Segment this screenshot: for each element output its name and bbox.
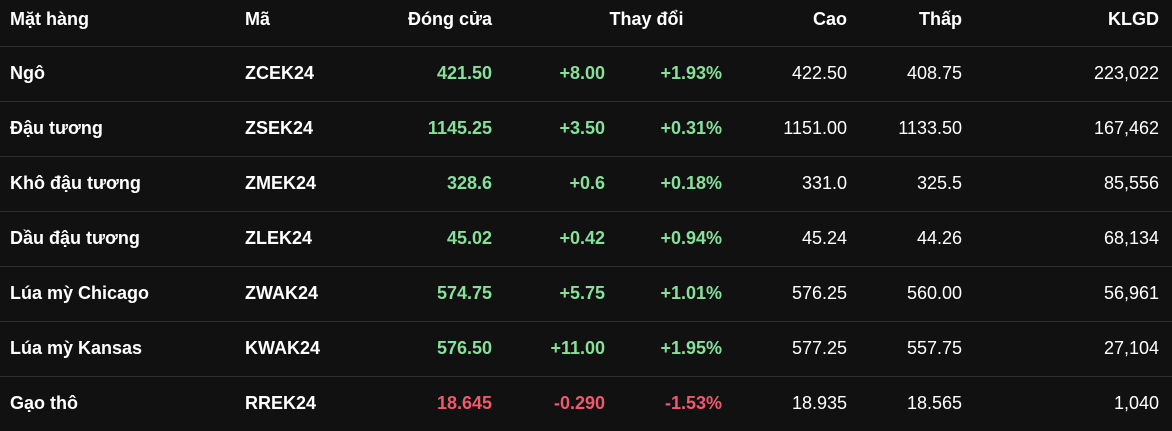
high-price: 577.25 [740,321,856,377]
close-price: 45.02 [370,211,498,267]
high-price: 422.50 [740,46,856,102]
commodity-code: RREK24 [245,393,317,414]
low-price: 408.75 [855,46,971,102]
close-price: 576.50 [370,321,498,377]
price-change: +3.50 [498,101,613,157]
trade-volume: 223,022 [970,46,1172,102]
high-price: 18.935 [791,393,848,414]
trade-volume: 167,462 [970,101,1172,157]
commodity-code: ZWAK24 [240,266,370,322]
percent-change: +1.01% [613,266,741,322]
header-row: Mặt hàng Mã Đóng cửa Thay đổi Cao Thấp K… [0,0,1172,47]
high-price: 45.24 [740,211,856,267]
price-change: +8.00 [498,46,613,102]
commodity-name: Khô đậu tương [0,156,240,212]
table-row[interactable]: Khô đậu tương ZMEK24 328.6 +0.6 +0.18% 3… [0,156,1172,212]
close-price: 574.75 [370,266,498,322]
table-row[interactable]: Ngô ZCEK24 421.50 +8.00 +1.93% 422.50 40… [0,46,1172,102]
header-low[interactable]: Thấp [855,0,971,47]
header-change[interactable]: Thay đổi [498,0,741,47]
percent-change: +0.18% [613,156,741,212]
commodity-name: Lúa mỳ Chicago [0,266,240,322]
commodity-name: Đậu tương [0,101,240,157]
close-price: 1145.25 [370,101,498,157]
percent-change: +0.31% [613,101,741,157]
table-row[interactable]: Lúa mỳ Chicago ZWAK24 574.75 +5.75 +1.01… [0,266,1172,322]
close-price: 328.6 [370,156,498,212]
header-volume[interactable]: KLGD [970,0,1172,47]
trade-volume: 68,134 [970,211,1172,267]
high-price: 576.25 [740,266,856,322]
trade-volume: 1,040 [1113,393,1160,414]
price-change: +0.6 [498,156,613,212]
percent-change: +1.95% [613,321,741,377]
high-price: 1151.00 [740,101,856,157]
low-price: 560.00 [855,266,971,322]
low-price: 557.75 [855,321,971,377]
close-price: 18.645 [436,393,492,414]
commodity-name: Dầu đậu tương [0,211,240,267]
low-price: 1133.50 [855,101,971,157]
percent-change: -1.53% [664,393,723,414]
header-close[interactable]: Đóng cửa [370,0,498,47]
header-high[interactable]: Cao [740,0,856,47]
trade-volume: 27,104 [970,321,1172,377]
table-header: Mặt hàng Mã Đóng cửa Thay đổi Cao Thấp K… [0,0,1172,47]
high-price: 331.0 [740,156,856,212]
table-row[interactable]: Gạo thô RREK24 18.645 -0.290 -1.53% 18.9… [0,376,1172,431]
close-price: 421.50 [370,46,498,102]
commodity-code: ZCEK24 [240,46,370,102]
header-name[interactable]: Mặt hàng [0,0,240,47]
percent-change: +1.93% [613,46,741,102]
percent-change: +0.94% [613,211,741,267]
trade-volume: 56,961 [970,266,1172,322]
commodity-name: Ngô [0,46,240,102]
low-price: 44.26 [855,211,971,267]
commodity-code: ZLEK24 [240,211,370,267]
table-body: Ngô ZCEK24 421.50 +8.00 +1.93% 422.50 40… [0,46,1172,431]
table-row[interactable]: Đậu tương ZSEK24 1145.25 +3.50 +0.31% 11… [0,101,1172,157]
commodity-code: ZSEK24 [240,101,370,157]
trade-volume: 85,556 [970,156,1172,212]
commodity-code: ZMEK24 [240,156,370,212]
table-row[interactable]: Lúa mỳ Kansas KWAK24 576.50 +11.00 +1.95… [0,321,1172,377]
commodity-code: KWAK24 [240,321,370,377]
header-code[interactable]: Mã [240,0,370,47]
commodity-name: Lúa mỳ Kansas [0,321,240,377]
price-change: -0.290 [553,393,605,414]
table-row[interactable]: Dầu đậu tương ZLEK24 45.02 +0.42 +0.94% … [0,211,1172,267]
price-change: +0.42 [498,211,613,267]
price-change: +11.00 [498,321,613,377]
commodity-name: Gạo thô [10,393,78,414]
price-change: +5.75 [498,266,613,322]
low-price: 18.565 [906,393,963,414]
low-price: 325.5 [855,156,971,212]
